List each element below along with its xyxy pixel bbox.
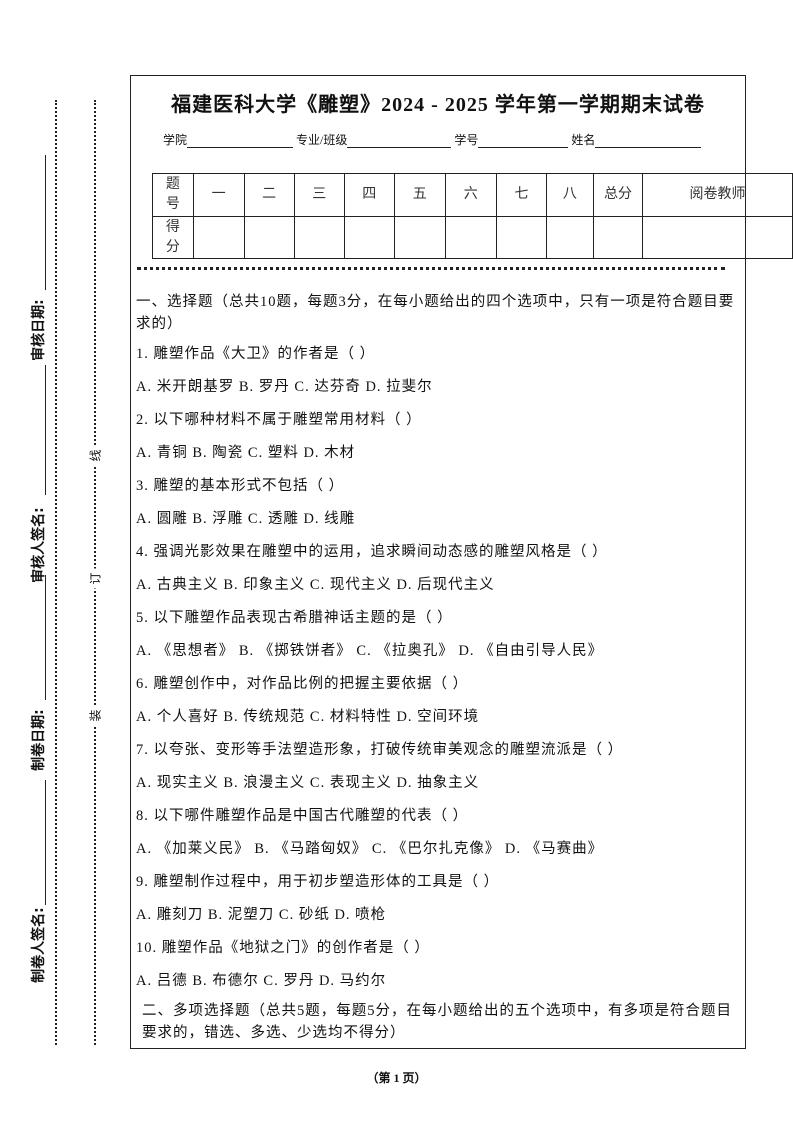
score-cell xyxy=(545,216,594,259)
signature-line xyxy=(45,155,46,290)
section-heading: 一、选择题（总共10题，每题3分，在每小题给出的四个选项中，只有一项是符合题目要… xyxy=(136,294,735,332)
signature-line xyxy=(45,365,46,495)
footer: （第 1 页） xyxy=(366,1071,427,1085)
header-cell: 总分 xyxy=(592,173,644,217)
field: 专业/班级 xyxy=(296,131,454,148)
field-underline xyxy=(187,133,294,148)
field-underline xyxy=(478,133,569,148)
question-stem: 3. 雕塑的基本形式不包括（ ） xyxy=(136,478,345,494)
score-cell xyxy=(393,216,446,259)
question-stem: 4. 强调光影效果在雕塑中的运用，追求瞬间动态感的雕塑风格是（ ） xyxy=(136,544,608,560)
separator xyxy=(137,267,725,270)
header-cell: 一 xyxy=(192,173,245,217)
question-stem: 2. 以下哪种材料不属于雕塑常用材料（ ） xyxy=(136,412,422,428)
row-label: 得分 xyxy=(152,216,194,259)
fields: 学院 专业/班级 学号 姓名 xyxy=(163,131,704,148)
signature-line xyxy=(45,575,46,700)
header-cell: 六 xyxy=(444,173,497,217)
question-options: A. 雕刻刀 B. 泥塑刀 C. 砂纸 D. 喷枪 xyxy=(136,907,387,923)
field: 学号 xyxy=(454,131,571,148)
score-cell xyxy=(495,216,547,259)
question-options: A. 吕德 B. 布德尔 C. 罗丹 D. 马约尔 xyxy=(136,973,387,989)
field: 姓名 xyxy=(571,131,704,148)
field-underline xyxy=(347,133,452,148)
question-stem: 7. 以夸张、变形等手法塑造形象，打破传统审美观念的雕塑流派是（ ） xyxy=(136,742,624,758)
score-cell xyxy=(592,216,644,259)
section-heading: 二、多项选择题（总共5题，每题5分，在每小题给出的五个选项中，有多项是符合题目要… xyxy=(142,1003,732,1041)
question-stem: 1. 雕塑作品《大卫》的作者是（ ） xyxy=(136,346,376,362)
side-label: 制卷人签名: xyxy=(31,907,47,983)
header-cell: 三 xyxy=(293,173,345,217)
question-options: A. 《加莱义民》 B. 《马踏匈奴》 C. 《巴尔扎克像》 D. 《马赛曲》 xyxy=(136,841,604,857)
binding-mark: 线 xyxy=(86,445,104,466)
score-cell xyxy=(243,216,295,259)
field-label: 学院 xyxy=(163,133,188,147)
question-stem: 5. 以下雕塑作品表现古希腊神话主题的是（ ） xyxy=(136,610,453,626)
question-stem: 6. 雕塑创作中，对作品比例的把握主要依据（ ） xyxy=(136,676,469,692)
question-options: A. 古典主义 B. 印象主义 C. 现代主义 D. 后现代主义 xyxy=(136,577,495,593)
score-row: 得分 xyxy=(152,216,793,259)
question-options: A. 《思想者》 B. 《掷铁饼者》 C. 《拉奥孔》 D. 《自由引导人民》 xyxy=(136,643,604,659)
binding-mark: 订 xyxy=(86,568,104,589)
field-label: 学号 xyxy=(454,133,479,147)
field-label: 姓名 xyxy=(571,133,596,147)
header-cell: 二 xyxy=(243,173,295,217)
title: 福建医科大学《雕塑》2024 - 2025 学年第一学期期末试卷 xyxy=(171,94,705,116)
field-label: 专业/班级 xyxy=(296,133,348,147)
header-cell: 题号 xyxy=(152,173,194,217)
frame xyxy=(130,75,746,1049)
field: 学院 xyxy=(163,131,296,148)
score-cell xyxy=(293,216,345,259)
question-options: A. 青铜 B. 陶瓷 C. 塑料 D. 木材 xyxy=(136,445,356,461)
question-options: A. 现实主义 B. 浪漫主义 C. 表现主义 D. 抽象主义 xyxy=(136,775,480,791)
score-cell xyxy=(192,216,245,259)
header-cell: 五 xyxy=(393,173,446,217)
header-cell: 八 xyxy=(545,173,594,217)
question-stem: 10. 雕塑作品《地狱之门》的创作者是（ ） xyxy=(136,940,430,956)
question-options: A. 米开朗基罗 B. 罗丹 C. 达芬奇 D. 拉斐尔 xyxy=(136,379,433,395)
question-options: A. 圆雕 B. 浮雕 C. 透雕 D. 线雕 xyxy=(136,511,356,527)
question-stem: 8. 以下哪件雕塑作品是中国古代雕塑的代表（ ） xyxy=(136,808,469,824)
signature-line xyxy=(45,780,46,905)
field-underline xyxy=(595,133,702,148)
score-table: 题号一二三四五六七八总分 阅卷教师 得分 xyxy=(152,173,793,259)
dotted-line xyxy=(55,100,57,1045)
binding-mark: 装 xyxy=(86,705,104,726)
header-cell: 阅卷教师 xyxy=(642,173,793,217)
score-cell xyxy=(444,216,497,259)
header-cell: 七 xyxy=(495,173,547,217)
header-cell: 四 xyxy=(343,173,395,217)
side-label: 制卷日期: xyxy=(31,709,47,771)
question-stem: 9. 雕塑制作过程中，用于初步塑造形体的工具是（ ） xyxy=(136,874,500,890)
score-cell xyxy=(642,216,793,259)
header-row: 题号一二三四五六七八总分 阅卷教师 xyxy=(152,173,793,217)
question-options: A. 个人喜好 B. 传统规范 C. 材料特性 D. 空间环境 xyxy=(136,709,480,725)
score-cell xyxy=(343,216,395,259)
